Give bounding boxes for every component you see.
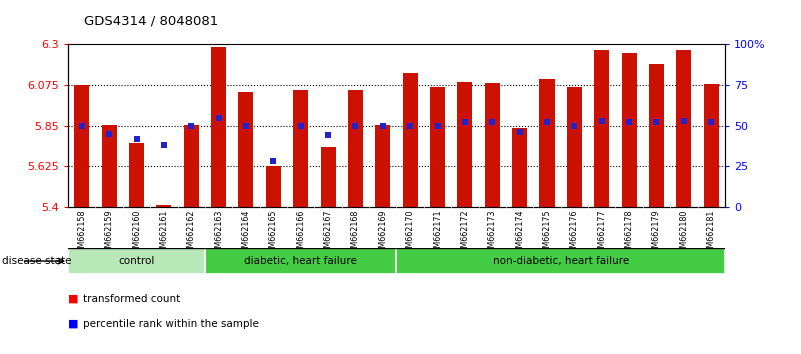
Text: ■: ■ bbox=[68, 294, 78, 304]
Text: GSM662167: GSM662167 bbox=[324, 209, 332, 258]
Text: disease state: disease state bbox=[2, 256, 71, 266]
Text: GSM662173: GSM662173 bbox=[488, 209, 497, 258]
Text: ■: ■ bbox=[68, 319, 78, 329]
Text: GSM662159: GSM662159 bbox=[105, 209, 114, 258]
Text: GDS4314 / 8048081: GDS4314 / 8048081 bbox=[84, 14, 219, 27]
Text: GSM662174: GSM662174 bbox=[515, 209, 524, 258]
Bar bbox=[403, 73, 417, 207]
Bar bbox=[567, 87, 582, 207]
Bar bbox=[676, 50, 691, 207]
Bar bbox=[74, 85, 89, 207]
Text: GSM662175: GSM662175 bbox=[542, 209, 552, 258]
Text: GSM662164: GSM662164 bbox=[241, 209, 251, 257]
Bar bbox=[485, 83, 500, 207]
Text: GSM662163: GSM662163 bbox=[214, 209, 223, 257]
Bar bbox=[156, 205, 171, 207]
Bar bbox=[129, 143, 144, 207]
Bar bbox=[512, 129, 527, 207]
Text: GSM662158: GSM662158 bbox=[77, 209, 87, 258]
Bar bbox=[102, 125, 117, 207]
Bar bbox=[183, 125, 199, 207]
Text: GSM662166: GSM662166 bbox=[296, 209, 305, 257]
Bar bbox=[622, 53, 637, 207]
Text: GSM662170: GSM662170 bbox=[405, 209, 415, 258]
Text: GSM662179: GSM662179 bbox=[652, 209, 661, 258]
Bar bbox=[320, 147, 336, 207]
Text: transformed count: transformed count bbox=[83, 294, 179, 304]
Bar bbox=[266, 166, 281, 207]
Text: GSM662180: GSM662180 bbox=[679, 209, 688, 257]
Text: percentile rank within the sample: percentile rank within the sample bbox=[83, 319, 259, 329]
Bar bbox=[239, 92, 253, 207]
Text: GSM662181: GSM662181 bbox=[706, 209, 716, 257]
Bar bbox=[376, 125, 390, 207]
Text: GSM662165: GSM662165 bbox=[269, 209, 278, 258]
Text: GSM662162: GSM662162 bbox=[187, 209, 195, 258]
Text: GSM662172: GSM662172 bbox=[461, 209, 469, 258]
Bar bbox=[649, 64, 664, 207]
Text: GSM662177: GSM662177 bbox=[598, 209, 606, 258]
Text: GSM662160: GSM662160 bbox=[132, 209, 141, 257]
Bar bbox=[704, 84, 718, 207]
Bar bbox=[430, 87, 445, 207]
Text: GSM662176: GSM662176 bbox=[570, 209, 579, 258]
Text: GSM662178: GSM662178 bbox=[625, 209, 634, 258]
Bar bbox=[457, 82, 473, 207]
Text: GSM662168: GSM662168 bbox=[351, 209, 360, 257]
Bar bbox=[396, 248, 725, 274]
Text: diabetic, heart failure: diabetic, heart failure bbox=[244, 256, 357, 266]
Bar bbox=[293, 90, 308, 207]
Text: GSM662171: GSM662171 bbox=[433, 209, 442, 258]
Bar bbox=[205, 248, 396, 274]
Text: non-diabetic, heart failure: non-diabetic, heart failure bbox=[493, 256, 629, 266]
Bar bbox=[68, 248, 205, 274]
Bar bbox=[594, 50, 610, 207]
Text: control: control bbox=[119, 256, 155, 266]
Bar bbox=[211, 47, 226, 207]
Text: GSM662169: GSM662169 bbox=[378, 209, 388, 258]
Text: GSM662161: GSM662161 bbox=[159, 209, 168, 257]
Bar bbox=[348, 90, 363, 207]
Bar bbox=[540, 79, 554, 207]
